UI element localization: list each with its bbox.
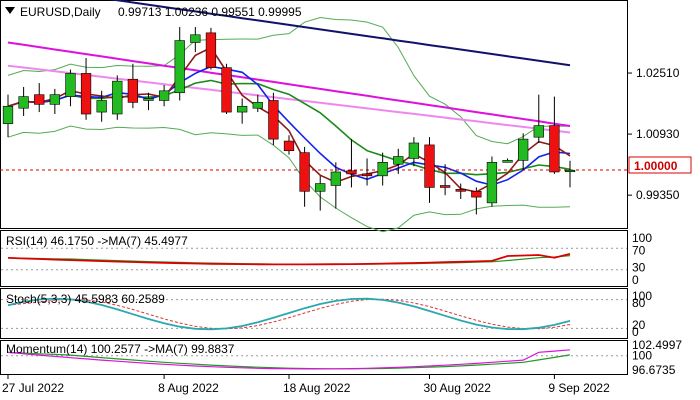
bull-candle (252, 102, 263, 109)
stoch-tick-label: 20 (632, 318, 646, 332)
bull-candle (49, 94, 60, 105)
bull-candle (564, 169, 576, 173)
bear-candle (268, 100, 279, 140)
bull-candle (237, 105, 248, 113)
bear-candle (346, 170, 357, 175)
bull-candle (174, 40, 185, 94)
bull-candle (158, 90, 170, 101)
bull-candle (518, 138, 529, 161)
rsi-tick-label: 30 (632, 260, 646, 274)
symbol-label: EURUSD,Daily (20, 5, 101, 19)
x-tick-label: 8 Aug 2022 (158, 381, 219, 395)
bear-candle (127, 78, 139, 103)
bull-candle (143, 98, 154, 101)
stoch-panel-frame (0, 288, 628, 339)
x-tick-label: 18 Aug 2022 (283, 381, 351, 395)
bull-candle (486, 162, 498, 204)
bull-candle (408, 142, 420, 159)
bull-candle (377, 162, 388, 177)
stoch-label: Stoch(5,3,3) 45.5983 60.2589 (6, 292, 165, 306)
axis-layer: 1.025101.009300.993501007030010080200102… (2, 66, 682, 395)
rsi-line (7, 253, 571, 266)
bull-candle (96, 100, 107, 113)
bear-candle (80, 73, 92, 115)
bear-candle (471, 190, 482, 198)
bear-candle (34, 94, 45, 105)
momentum-tick-label: 102.4997 (632, 338, 682, 352)
momentum-label: Momentum(14) 100.2577 ->MA(7) 99.8837 (6, 342, 235, 356)
rsi-tick-label: 70 (632, 244, 646, 258)
ma-navy-line (108, 0, 571, 67)
ma-magenta-line (7, 41, 571, 127)
x-tick-label: 27 Jul 2022 (2, 381, 64, 395)
bear-candle (439, 185, 451, 188)
main-panel-frame (0, 0, 628, 229)
bull-candle (533, 125, 544, 138)
current-level-marker: 1.00000 (628, 156, 692, 174)
rsi-label: RSI(14) 46.1750 ->MA(7) 45.4977 (6, 234, 188, 248)
bollinger-upper (7, 16, 571, 145)
price-tick-label: 1.00930 (636, 127, 680, 141)
bull-candle (393, 156, 404, 165)
rsi-tick-label: 100 (632, 231, 652, 245)
momentum-tick-label: 100 (632, 349, 652, 363)
bull-candle (65, 73, 76, 97)
price-tick-label: 1.02510 (636, 66, 680, 80)
stoch-tick-label: 0 (632, 325, 639, 339)
bear-candle (455, 189, 466, 192)
bull-candle (502, 160, 513, 163)
rsi-panel-frame (0, 230, 628, 287)
bear-candle (424, 144, 435, 188)
bear-candle (549, 125, 560, 173)
bull-candle (2, 105, 14, 124)
ohlc-values: 0.99713 1.00236 0.99551 0.99995 (118, 5, 302, 19)
x-tick-label: 30 Aug 2022 (424, 381, 492, 395)
stoch-main-line (7, 297, 571, 331)
bull-candle (112, 80, 123, 115)
bear-candle (221, 67, 232, 113)
price-tick-label: 0.99350 (636, 188, 680, 202)
stoch-tick-label: 80 (632, 296, 646, 310)
bull-candle (18, 96, 29, 109)
ma-pink-line (7, 64, 571, 134)
rsi-tick-label: 0 (632, 273, 639, 287)
symbol-header: EURUSD,Daily 0.99713 1.00236 0.99551 0.9… (5, 5, 302, 19)
momentum-tick-label: 96.6735 (632, 363, 676, 377)
triangle-down-icon (5, 7, 15, 14)
bull-candle (315, 183, 326, 192)
stoch-signal-line (7, 298, 571, 330)
bear-candle (361, 173, 373, 177)
bull-candle (330, 171, 341, 186)
indicator-layer (1, 247, 627, 370)
momentum-line (7, 349, 571, 370)
bear-candle (283, 140, 295, 152)
current-level-label: 1.00000 (634, 159, 678, 173)
x-tick-label: 9 Sep 2022 (548, 381, 610, 395)
bull-candle (190, 34, 201, 43)
bear-candle (299, 152, 310, 192)
stoch-tick-label: 100 (632, 289, 652, 303)
bear-candle (205, 32, 217, 68)
price-series-layer (0, 0, 627, 233)
